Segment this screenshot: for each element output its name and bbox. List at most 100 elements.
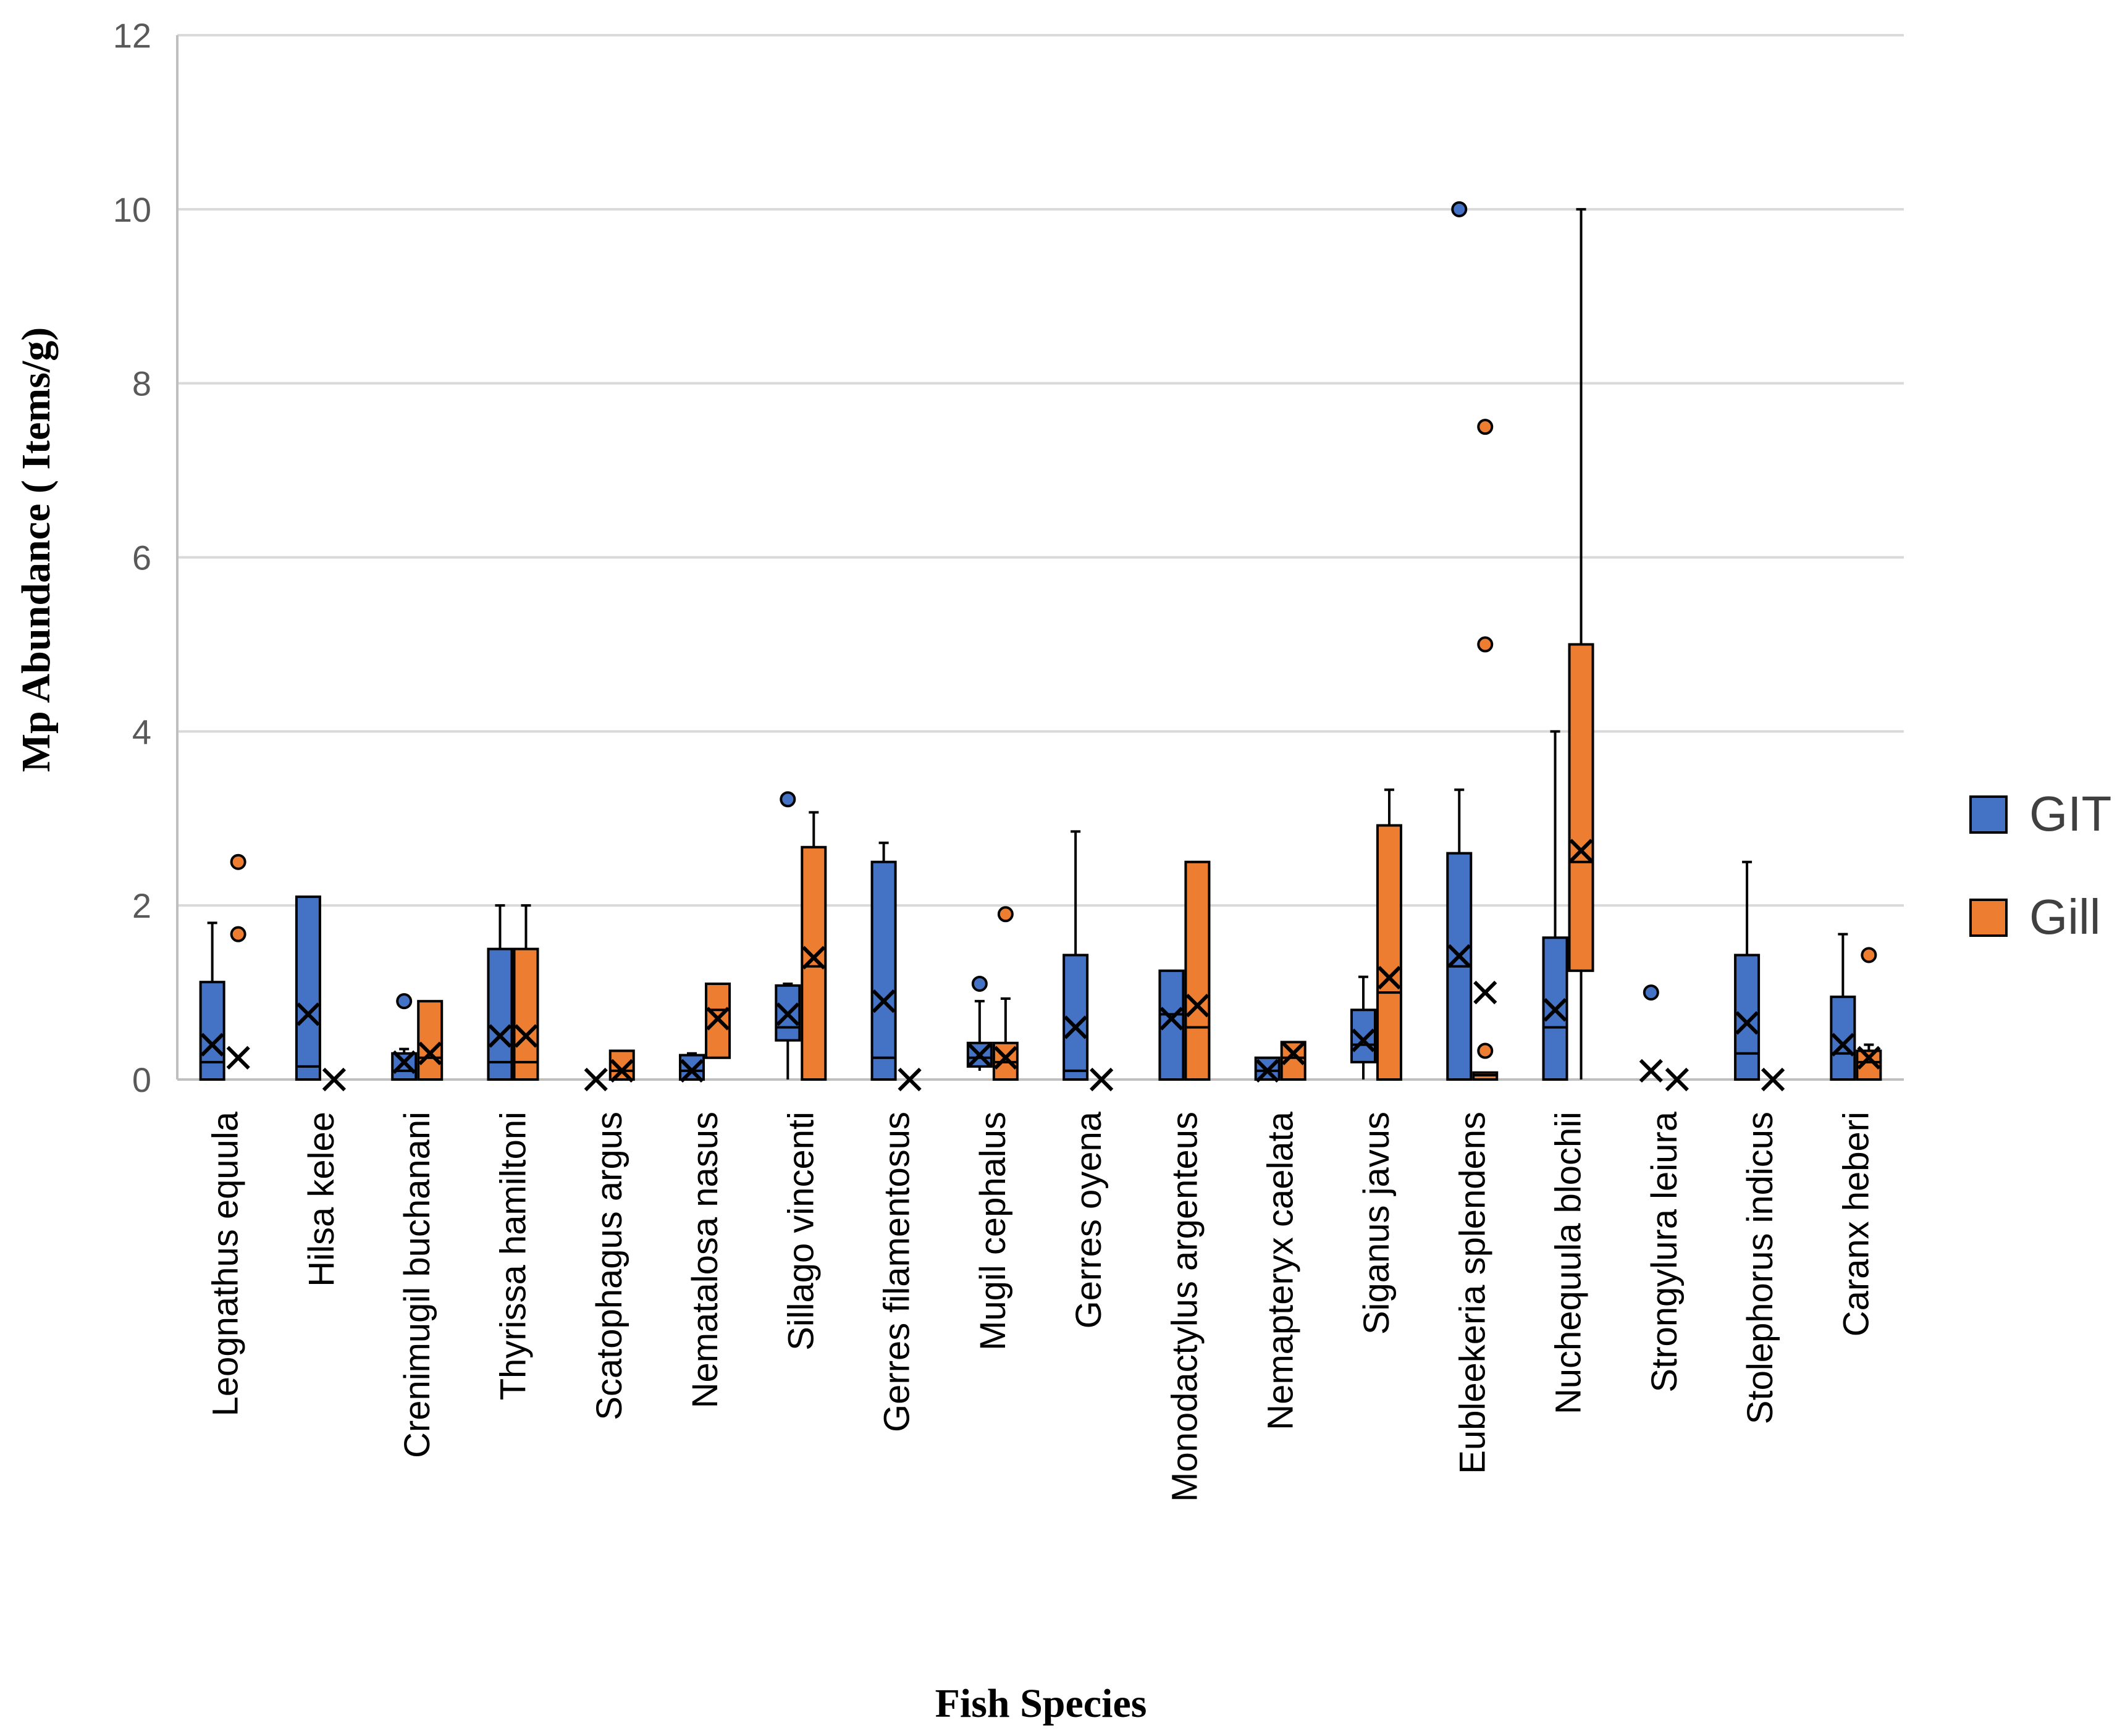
box-gill — [1472, 419, 1499, 1081]
series-git — [199, 201, 1856, 1092]
mean-marker — [584, 1067, 608, 1092]
box-iqr — [417, 1000, 444, 1081]
legend-label-gill: Gill — [2029, 889, 2101, 944]
y-tick-label: 10 — [113, 190, 151, 229]
mean-marker — [1351, 1028, 1376, 1052]
outlier-point — [780, 791, 796, 808]
x-category-label: Hilsa kelee — [301, 1112, 342, 1287]
box-git — [199, 921, 225, 1081]
mean-marker — [1639, 1059, 1663, 1083]
mean-marker — [1857, 1046, 1881, 1070]
legend: GIT Gill — [1969, 786, 2111, 944]
y-tick-label: 8 — [132, 364, 151, 403]
legend-swatch-gill — [1969, 899, 2008, 937]
x-category-label: Stolephorus indicus — [1740, 1112, 1780, 1424]
box-git — [870, 841, 897, 1081]
box-git — [295, 895, 321, 1081]
mean-marker — [392, 1050, 416, 1074]
y-axis-tick-labels: 0 2 4 6 8 10 12 — [113, 16, 151, 1099]
box-git — [1254, 1056, 1281, 1083]
box-git — [1830, 933, 1856, 1081]
box-plot-series — [199, 201, 1882, 1092]
outlier-point — [997, 906, 1014, 923]
box-git — [966, 975, 993, 1071]
mean-marker — [1185, 994, 1210, 1018]
mean-marker — [680, 1059, 704, 1083]
y-tick-label: 4 — [132, 712, 151, 751]
box-iqr — [679, 1054, 705, 1081]
box-gill — [1376, 788, 1402, 1081]
box-gill — [417, 1000, 444, 1081]
outlier-point — [230, 853, 246, 870]
x-category-label: Strongylura leiura — [1644, 1111, 1685, 1392]
mean-marker — [610, 1059, 634, 1083]
box-git — [1350, 975, 1376, 1080]
box-gill — [608, 1049, 635, 1083]
mean-marker — [1064, 1015, 1088, 1039]
mean-marker — [1569, 839, 1593, 863]
box-gill — [1280, 1041, 1307, 1081]
box-gill — [992, 906, 1019, 1081]
mean-marker — [802, 946, 826, 970]
box-iqr — [513, 947, 539, 1081]
mean-marker — [1159, 1007, 1184, 1031]
outlier-point — [1451, 201, 1468, 217]
box-iqr — [391, 1052, 418, 1081]
box-git — [1446, 201, 1473, 1081]
x-category-label: Siganus javus — [1357, 1112, 1397, 1335]
mean-marker — [226, 1046, 250, 1070]
box-gill — [801, 811, 827, 1081]
box-iqr — [199, 981, 225, 1081]
mean-marker — [296, 1002, 321, 1026]
mean-marker — [1543, 998, 1567, 1022]
x-category-label: Gerres oyena — [1069, 1111, 1109, 1328]
y-tick-label: 2 — [132, 886, 151, 925]
x-category-label: Scatophagus argus — [589, 1112, 629, 1420]
box-git — [1639, 984, 1663, 1083]
box-gill — [322, 1067, 347, 1092]
mean-marker — [1665, 1067, 1689, 1092]
box-iqr — [1184, 860, 1211, 1081]
outlier-point — [1861, 947, 1877, 963]
box-git — [1542, 730, 1568, 1081]
outlier-point — [230, 926, 246, 942]
x-axis-category-labels: Leognathus equula Hilsa kelee Crenimugil b… — [206, 1111, 1877, 1502]
mean-marker — [776, 1002, 800, 1026]
x-category-label: Eubleekeria splendens — [1452, 1112, 1492, 1474]
y-tick-label: 0 — [132, 1060, 151, 1099]
box-git — [1734, 860, 1761, 1081]
mean-marker — [993, 1046, 1017, 1070]
mean-marker — [967, 1043, 991, 1067]
box-git — [1062, 830, 1089, 1081]
box-iqr — [295, 895, 321, 1081]
box-git — [679, 1052, 705, 1083]
box-iqr — [487, 947, 513, 1081]
x-category-label: Gerres filamentosus — [877, 1112, 917, 1432]
y-tick-label: 6 — [132, 539, 151, 577]
gridlines — [176, 34, 1904, 1081]
mean-marker — [1377, 966, 1402, 990]
box-iqr — [1376, 824, 1402, 1081]
outlier-point — [971, 975, 988, 992]
box-gill — [1665, 1067, 1689, 1092]
x-category-label: Caranx heberi — [1836, 1112, 1876, 1336]
x-category-label: Nematalosa nasus — [685, 1112, 725, 1408]
box-gill — [705, 982, 731, 1059]
mean-marker — [1473, 980, 1497, 1005]
legend-swatch-git — [1969, 795, 2008, 834]
box-gill — [226, 853, 250, 1070]
x-category-label: Monodactylus argenteus — [1164, 1112, 1205, 1502]
mean-marker — [1281, 1041, 1305, 1065]
box-gill — [1856, 947, 1882, 1081]
box-git — [1158, 969, 1185, 1081]
mean-marker — [200, 1033, 224, 1057]
mean-marker — [898, 1067, 922, 1092]
legend-label-git: GIT — [2029, 786, 2111, 841]
mean-marker — [872, 989, 896, 1013]
x-category-label: Nemapteryx caelata — [1261, 1111, 1301, 1430]
box-iqr — [870, 860, 897, 1081]
y-tick-label: 12 — [113, 16, 151, 55]
x-category-label: Crenimugil buchanani — [397, 1112, 437, 1458]
box-git — [775, 791, 801, 1080]
